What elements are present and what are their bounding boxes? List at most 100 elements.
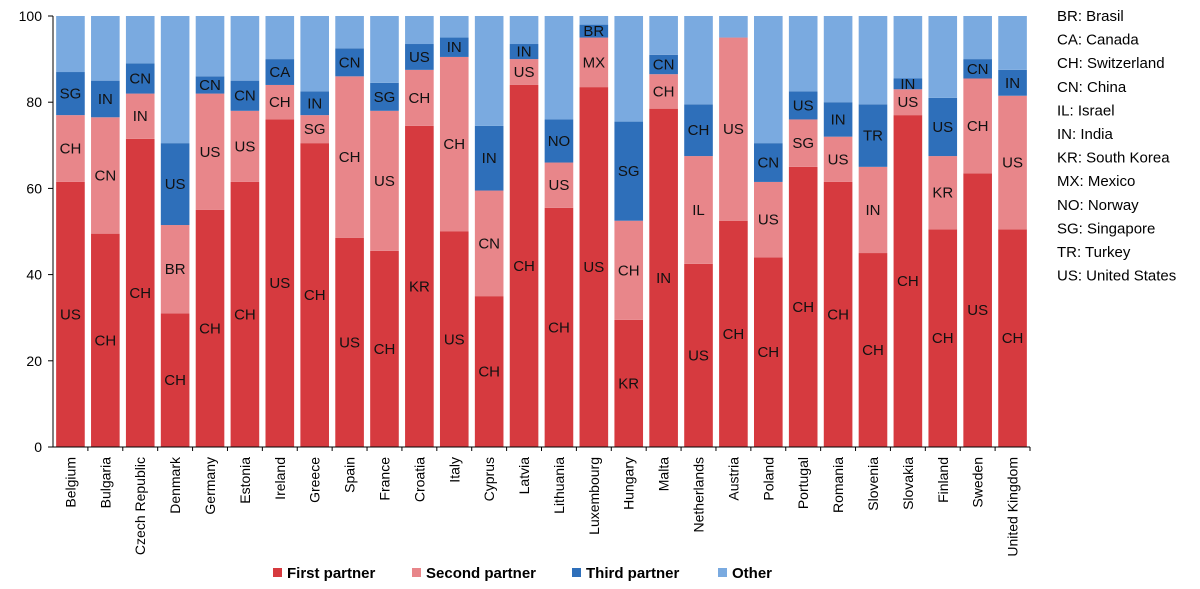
segment-label: CH: [60, 141, 82, 158]
bar-segment: [788, 91, 818, 120]
bar-segment: [335, 237, 364, 447]
bar-segment: [544, 162, 574, 208]
bar-segment: [160, 313, 190, 447]
segment-label: CN: [199, 77, 221, 94]
segment-label: CH: [339, 149, 361, 166]
bar-segment: [474, 296, 504, 447]
bar-segment: [230, 110, 260, 182]
x-tick-label: Slovenia: [865, 457, 881, 511]
country-key-item: SG: Singapore: [1057, 220, 1155, 237]
segment-label: US: [932, 119, 953, 136]
bar-segment: [195, 76, 225, 94]
bar-segment: [439, 231, 469, 447]
bar-segment: [370, 250, 399, 447]
bar-segment: [230, 16, 260, 81]
bar-segment: [160, 225, 190, 314]
legend-swatch: [412, 568, 421, 577]
bar-segment: [91, 16, 120, 81]
segment-label: IN: [831, 111, 846, 128]
segment-label: CH: [548, 319, 570, 336]
bar-segment: [788, 16, 818, 92]
x-tick-label: Italy: [446, 457, 462, 483]
bar-segment: [300, 115, 330, 144]
y-axis: 0 20 40 60 80 100: [19, 8, 54, 455]
bar-segment: [614, 121, 644, 221]
bar-segment: [544, 119, 574, 163]
bar-group: CH IN TR: [858, 16, 888, 447]
country-key-item: IN: India: [1057, 126, 1114, 143]
bar-segment: [614, 220, 644, 320]
bar-group: CH US CN: [230, 16, 260, 447]
segment-label: KR: [932, 185, 953, 202]
segment-label: CH: [862, 342, 884, 359]
bar-segment: [893, 89, 923, 116]
segment-label: CH: [1002, 330, 1024, 347]
bar-segment: [579, 24, 609, 38]
bar-segment: [91, 80, 120, 118]
segment-label: US: [897, 94, 918, 111]
bar-segment: [753, 257, 783, 447]
bar-segment: [405, 125, 434, 447]
segment-label: US: [514, 64, 535, 81]
segment-label: IN: [517, 44, 532, 61]
bar-group: US CH CA: [265, 16, 295, 447]
bar-segment: [335, 76, 364, 238]
bar-segment: [509, 59, 539, 85]
bar-segment: [509, 16, 539, 45]
country-key-item: MX: Mexico: [1057, 173, 1135, 190]
x-tick-label: Slovakia: [900, 457, 916, 510]
x-tick-label: Estonia: [237, 457, 253, 504]
bar-group: CH US: [719, 16, 748, 447]
bar-segment: [509, 44, 539, 60]
segment-label: US: [409, 49, 430, 66]
bar-group: CH US NO: [544, 16, 574, 447]
legend-label: First partner: [287, 565, 376, 582]
y-tick-label: 40: [26, 267, 42, 283]
y-tick-label: 20: [26, 353, 42, 369]
bar-segment: [56, 115, 85, 182]
legend-swatch: [718, 568, 727, 577]
bar-segment: [56, 181, 85, 447]
segment-label: CH: [618, 262, 640, 279]
bar-segment: [125, 16, 155, 64]
x-tick-label: Malta: [656, 457, 672, 491]
bar-segment: [753, 143, 783, 182]
bar-segment: [684, 104, 713, 157]
bar-segment: [788, 119, 818, 167]
segment-label: SG: [792, 135, 814, 152]
x-tick-label: Cyprus: [481, 457, 497, 501]
x-tick-label: Bulgaria: [97, 457, 113, 509]
country-key-item: KR: South Korea: [1057, 150, 1170, 167]
country-key-item: TR: Turkey: [1057, 244, 1131, 261]
segment-label: US: [60, 306, 81, 323]
bar-group: KR CH US: [405, 16, 434, 447]
bar-segment: [544, 16, 574, 120]
bar-segment: [265, 59, 295, 85]
bar-group: CH KR US: [928, 16, 958, 447]
bar-group: CH BR US: [160, 16, 190, 447]
x-tick-label: Lithuania: [551, 457, 567, 514]
bar-segment: [579, 87, 609, 448]
segment-label: CH: [688, 122, 710, 139]
segment-label: CH: [478, 364, 500, 381]
bar-segment: [300, 16, 330, 92]
segment-label: CA: [269, 64, 290, 81]
segment-label: BR: [583, 23, 604, 40]
bar-group: US CH CN: [335, 16, 364, 447]
bar-segment: [474, 190, 504, 297]
segment-label: IN: [98, 91, 113, 108]
bar-group: US CH SG: [56, 16, 85, 447]
bar-segment: [928, 16, 958, 98]
bar-segment: [649, 108, 678, 447]
segment-label: CH: [374, 341, 396, 358]
segment-label: CH: [757, 344, 779, 361]
x-axis: Belgium Bulgaria Czech Republic Denmark Germ…: [53, 446, 1031, 557]
country-key-item: CH: Switzerland: [1057, 55, 1165, 72]
segment-label: CH: [443, 136, 465, 153]
x-tick-label: Portugal: [795, 457, 811, 509]
bar-segment: [753, 181, 783, 258]
segment-label: US: [269, 275, 290, 292]
segment-label: BR: [165, 261, 186, 278]
